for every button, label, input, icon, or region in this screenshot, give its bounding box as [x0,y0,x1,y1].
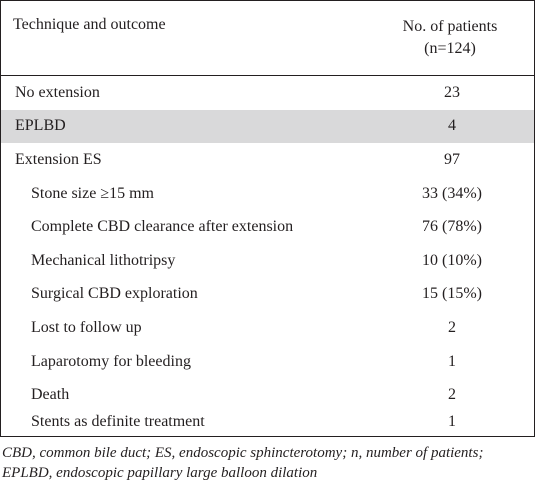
row-label: Surgical CBD exploration [31,285,198,303]
row-label: Complete CBD clearance after extension [31,218,294,236]
table-header: Technique and outcome No. of patients (n… [1,1,534,76]
row-label: Stone size ≥15 mm [31,184,154,202]
row-value: 4 [448,117,456,135]
row-value: 76 (78%) [422,218,482,236]
row-label: Mechanical lithotripsy [31,251,176,269]
table-row: Stone size ≥15 mm 33 (34%) [1,177,534,211]
row-value: 2 [448,318,456,336]
row-value: 97 [444,150,460,168]
row-value: 10 (10%) [422,251,482,269]
row-label: Laparotomy for bleeding [31,352,191,370]
table-row: Surgical CBD exploration 15 (15%) [1,278,534,312]
row-value: 33 (34%) [422,184,482,202]
table-row: EPLBD 4 [1,109,534,144]
table-row: Death 2 [1,378,534,412]
table-row: Lost to follow up 2 [1,311,534,345]
table-row: Complete CBD clearance after extension 7… [1,210,534,244]
header-technique-outcome: Technique and outcome [13,16,166,33]
row-value: 2 [448,386,456,404]
table-footnote: CBD, common bile duct; ES, endoscopic sp… [2,445,484,481]
table-row: Mechanical lithotripsy 10 (10%) [1,244,534,278]
row-label: Extension ES [15,150,102,168]
header-number-of-patients: No. of patients (n=124) [380,16,520,60]
outcomes-table: Technique and outcome No. of patients (n… [0,0,535,437]
row-value: 15 (15%) [422,285,482,303]
header-col2-line1: No. of patients [402,18,498,35]
row-label: No extension [15,83,100,101]
row-value: 1 [448,352,456,370]
table-row: Laparotomy for bleeding 1 [1,345,534,379]
row-label: Stents as definite treatment [31,412,205,430]
row-value: 1 [448,412,456,430]
table-row: Stents as definite treatment 1 [1,405,534,439]
header-col2-line2: (n=124) [424,40,476,57]
row-label: Death [31,386,70,404]
row-label: Lost to follow up [31,318,142,336]
table-row: No extension 23 [1,76,534,110]
table-row: Extension ES 97 [1,143,534,177]
row-value: 23 [444,83,460,101]
row-label: EPLBD [15,117,66,135]
